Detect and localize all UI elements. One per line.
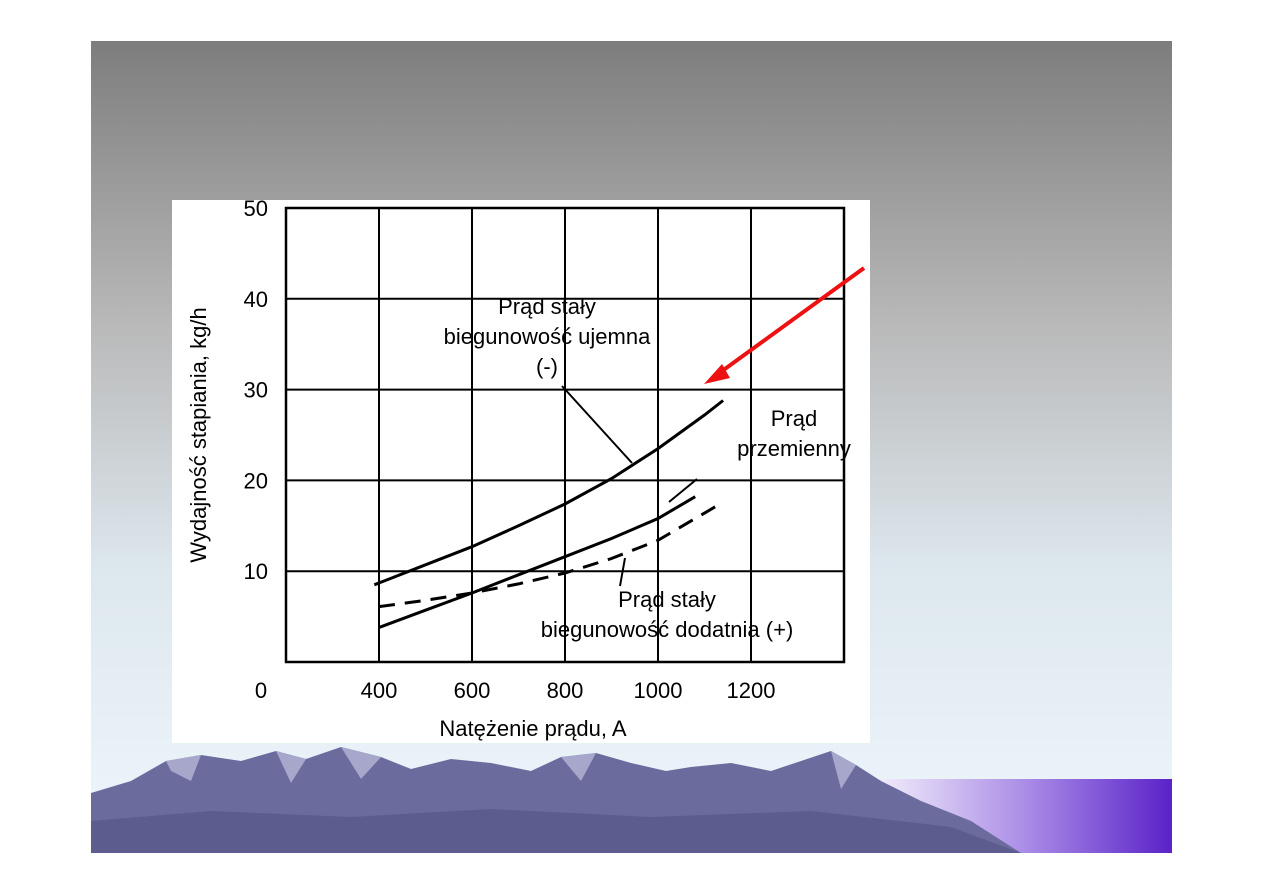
x-tick-label: 1200 xyxy=(727,678,776,703)
y-tick-label: 40 xyxy=(244,287,268,312)
chart-panel: 400 600 800 1000 1200 0 10 20 30 40 50 Natężenie p… xyxy=(172,200,870,743)
mountain-landscape-decoration xyxy=(91,747,1172,853)
y-tick-label: 20 xyxy=(244,468,268,493)
series-annotation-1: (-) xyxy=(536,354,558,379)
series-annotations: Prąd stały biegunowość ujemna (-) Prąd przem… xyxy=(444,294,851,642)
y-tick-label: 10 xyxy=(244,559,268,584)
x-tick-label: 400 xyxy=(361,678,398,703)
series-annotation-1: Prąd stały xyxy=(498,294,596,319)
series-line-2 xyxy=(378,495,696,629)
series-annotation-2: Prąd xyxy=(771,406,817,431)
series-annotation-3: Prąd stały xyxy=(618,587,716,612)
y-tick-label: 30 xyxy=(244,378,268,403)
x-tick-label: 800 xyxy=(547,678,584,703)
y-axis-label: Wydajność stapiania, kg/h xyxy=(186,307,211,562)
series-annotation-1: biegunowość ujemna xyxy=(444,324,651,349)
leader-line-3 xyxy=(619,557,626,587)
x-tick-label: 600 xyxy=(454,678,491,703)
plot-frame xyxy=(284,206,846,664)
chart-svg: 400 600 800 1000 1200 0 10 20 30 40 50 Natężenie p… xyxy=(186,200,851,741)
leader-lines xyxy=(561,385,698,587)
y-tick-label: 50 xyxy=(244,200,268,221)
slide-background: 400 600 800 1000 1200 0 10 20 30 40 50 Natężenie p… xyxy=(91,41,1172,853)
series-layer xyxy=(373,399,725,629)
tick-labels: 400 600 800 1000 1200 0 10 20 30 40 50 xyxy=(244,200,776,703)
leader-line-2 xyxy=(668,478,698,503)
series-annotation-3: biegunowość dodatnia (+) xyxy=(541,617,794,642)
series-line-1 xyxy=(373,399,725,587)
x-axis-label: Natężenie prądu, A xyxy=(439,716,626,741)
series-annotation-2: przemienny xyxy=(737,436,851,461)
series-line-3 xyxy=(378,500,724,609)
x-tick-label: 1000 xyxy=(634,678,683,703)
leader-line-1 xyxy=(561,385,633,464)
origin-tick-label: 0 xyxy=(255,678,267,703)
